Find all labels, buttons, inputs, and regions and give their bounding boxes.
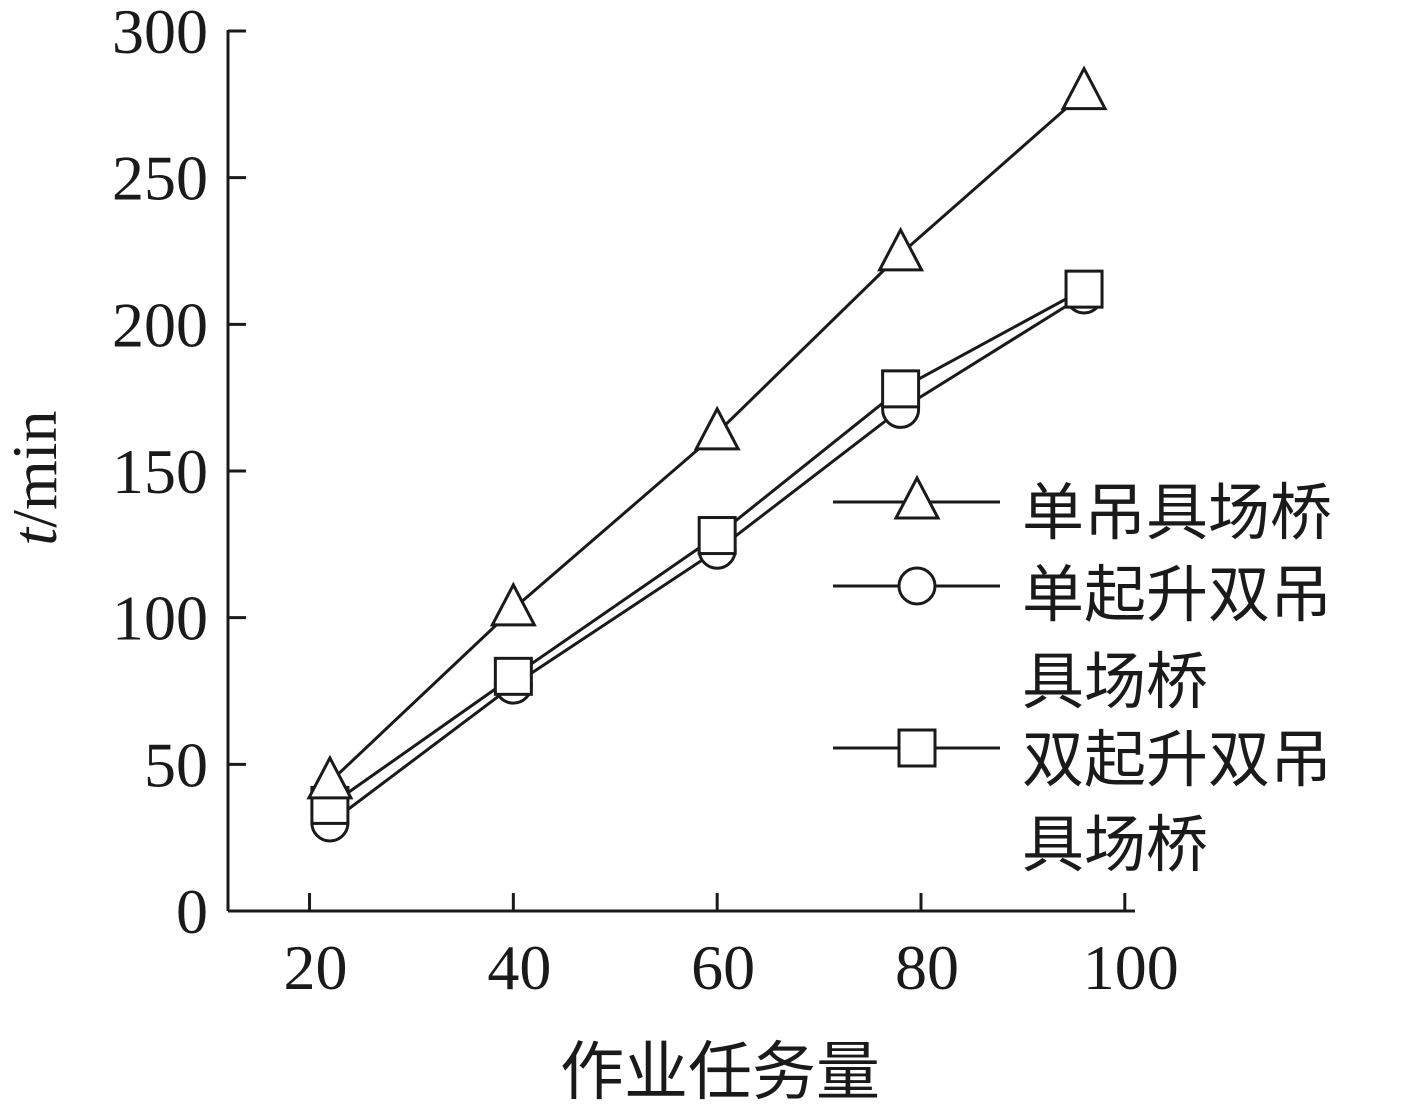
y-axis-label: t/min — [0, 410, 70, 545]
data-point-triangle — [306, 754, 354, 800]
legend-marker-square — [897, 728, 937, 768]
y-tick-label: 50 — [144, 729, 208, 800]
x-tick-label: 60 — [691, 932, 755, 1003]
data-point-square — [493, 656, 533, 696]
data-point-triangle — [693, 405, 741, 451]
x-axis-ticks: 20 40 60 80 100 — [284, 893, 1179, 1003]
y-tick-label: 0 — [176, 876, 208, 947]
legend-label: 单吊具场桥 — [1022, 480, 1332, 548]
x-tick-label: 40 — [487, 932, 551, 1003]
legend-item: 单吊具场桥 — [833, 474, 1332, 548]
legend-marker-triangle — [893, 474, 941, 520]
y-axis-ticks: 0 50 100 150 200 250 300 — [112, 0, 246, 947]
legend-label: 具场桥 — [1022, 649, 1208, 717]
legend-label: 具场桥 — [1022, 812, 1208, 880]
y-tick-label: 250 — [112, 143, 208, 214]
data-point-square — [697, 516, 737, 556]
data-point-triangle — [489, 581, 537, 627]
y-tick-label: 150 — [112, 436, 208, 507]
data-point-square — [881, 369, 921, 409]
y-axis-variable: t — [0, 526, 70, 546]
y-axis-unit: /min — [0, 410, 70, 527]
legend-marker-circle — [897, 566, 937, 606]
data-point-square — [1064, 269, 1104, 309]
legend-label: 双起升双吊 — [1022, 727, 1332, 795]
x-tick-label: 20 — [284, 932, 348, 1003]
x-tick-label: 100 — [1083, 932, 1179, 1003]
y-tick-label: 100 — [112, 583, 208, 654]
data-point-triangle — [877, 226, 925, 272]
y-tick-label: 300 — [112, 0, 208, 67]
series-lines — [328, 91, 1086, 825]
data-point-triangle — [1060, 65, 1108, 111]
legend-label: 单起升双吊 — [1022, 562, 1332, 630]
y-tick-label: 200 — [112, 289, 208, 360]
series-markers — [306, 65, 1108, 843]
x-tick-label: 80 — [895, 932, 959, 1003]
axes — [226, 30, 1135, 913]
x-axis-label: 作业任务量 — [560, 1037, 880, 1106]
